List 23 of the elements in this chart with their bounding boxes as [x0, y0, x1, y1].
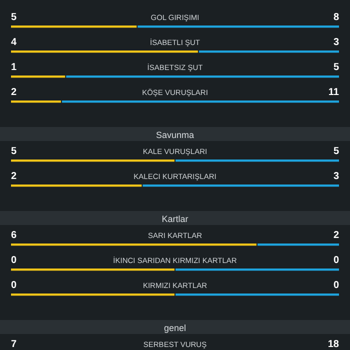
data-label: 18: [328, 339, 340, 350]
data-label: 0: [11, 280, 17, 291]
data-label: 7: [11, 339, 17, 350]
data-label: 5: [333, 146, 340, 157]
data-label: 3: [333, 171, 340, 182]
text: Savunma: [156, 130, 194, 140]
data-label: 0: [11, 255, 17, 266]
data-label: 5: [11, 12, 17, 23]
data-label: 5: [333, 62, 340, 73]
text: genel: [164, 323, 186, 333]
data-label: 1: [11, 62, 17, 73]
text: Kartlar: [162, 214, 188, 224]
data-label: 6: [11, 230, 17, 241]
data-label: 4: [11, 37, 17, 48]
data-label: 11: [328, 87, 340, 98]
data-label: 0: [333, 255, 340, 266]
data-label: 8: [333, 12, 340, 23]
data-label: 2: [333, 230, 340, 241]
data-label: 5: [11, 146, 17, 157]
data-label: 3: [333, 37, 340, 48]
data-label: 2: [11, 171, 17, 182]
data-label: 0: [333, 280, 340, 291]
data-label: 2: [11, 87, 17, 98]
